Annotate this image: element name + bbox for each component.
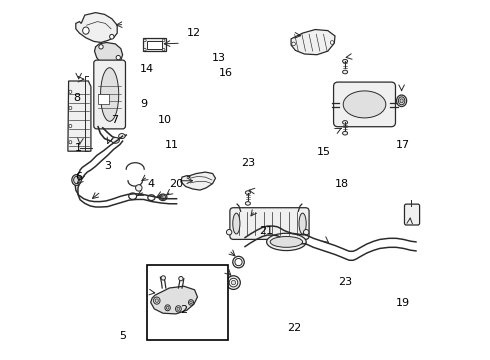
Text: 16: 16 — [220, 68, 233, 78]
Polygon shape — [144, 38, 166, 51]
Text: 4: 4 — [147, 179, 154, 189]
Ellipse shape — [69, 90, 72, 94]
Ellipse shape — [299, 213, 306, 234]
Text: 10: 10 — [158, 114, 172, 125]
Polygon shape — [68, 81, 91, 151]
Ellipse shape — [330, 41, 334, 44]
Ellipse shape — [189, 300, 194, 305]
Ellipse shape — [111, 138, 120, 143]
Text: 18: 18 — [334, 179, 348, 189]
Ellipse shape — [343, 91, 386, 118]
FancyBboxPatch shape — [334, 82, 395, 127]
Ellipse shape — [177, 307, 180, 310]
Ellipse shape — [153, 297, 160, 304]
Ellipse shape — [343, 70, 347, 74]
Ellipse shape — [267, 233, 306, 251]
Text: 14: 14 — [140, 64, 154, 74]
Text: 20: 20 — [169, 179, 183, 189]
Ellipse shape — [227, 276, 240, 289]
FancyBboxPatch shape — [230, 208, 309, 239]
Ellipse shape — [72, 175, 81, 185]
Ellipse shape — [165, 305, 171, 311]
Text: 13: 13 — [212, 53, 226, 63]
Ellipse shape — [69, 140, 72, 144]
Ellipse shape — [303, 230, 309, 235]
Ellipse shape — [175, 306, 181, 312]
FancyBboxPatch shape — [94, 60, 125, 129]
Ellipse shape — [229, 278, 238, 287]
Ellipse shape — [83, 27, 89, 34]
Ellipse shape — [99, 45, 103, 49]
Ellipse shape — [119, 134, 125, 139]
Text: 2: 2 — [180, 305, 187, 315]
Text: 21: 21 — [259, 226, 273, 236]
FancyBboxPatch shape — [404, 204, 419, 225]
Ellipse shape — [190, 301, 192, 304]
Ellipse shape — [226, 230, 232, 235]
Polygon shape — [291, 30, 335, 55]
Ellipse shape — [136, 185, 142, 191]
Ellipse shape — [343, 131, 347, 135]
Bar — [147, 41, 162, 49]
Ellipse shape — [69, 107, 72, 110]
Ellipse shape — [179, 276, 183, 281]
Ellipse shape — [343, 121, 347, 124]
Text: 5: 5 — [119, 330, 126, 341]
Ellipse shape — [245, 191, 250, 194]
Text: 19: 19 — [395, 298, 410, 308]
Bar — [147, 265, 228, 340]
Ellipse shape — [144, 49, 146, 51]
Polygon shape — [151, 286, 197, 314]
Ellipse shape — [235, 258, 242, 266]
Text: 8: 8 — [73, 93, 80, 103]
Ellipse shape — [398, 97, 405, 105]
Text: 22: 22 — [288, 323, 302, 333]
Ellipse shape — [233, 213, 240, 234]
Text: 23: 23 — [241, 158, 255, 168]
Ellipse shape — [270, 237, 303, 247]
Text: 1: 1 — [75, 143, 82, 153]
Text: 23: 23 — [338, 276, 352, 287]
Text: 9: 9 — [140, 99, 147, 109]
Ellipse shape — [74, 176, 79, 184]
Polygon shape — [95, 42, 122, 66]
Text: 12: 12 — [187, 28, 201, 38]
Text: 15: 15 — [317, 147, 330, 157]
Ellipse shape — [343, 59, 347, 63]
Ellipse shape — [162, 39, 165, 41]
Ellipse shape — [233, 256, 245, 268]
Polygon shape — [181, 172, 216, 190]
Ellipse shape — [166, 306, 169, 309]
Ellipse shape — [292, 42, 295, 46]
Ellipse shape — [144, 39, 146, 41]
Ellipse shape — [396, 95, 407, 107]
Bar — [98, 94, 109, 104]
Ellipse shape — [116, 55, 121, 60]
Text: 6: 6 — [75, 172, 82, 182]
Text: 17: 17 — [395, 140, 410, 150]
Ellipse shape — [231, 280, 236, 285]
Ellipse shape — [400, 99, 403, 103]
Text: 7: 7 — [111, 114, 118, 125]
Polygon shape — [76, 13, 117, 42]
Ellipse shape — [245, 202, 250, 205]
Ellipse shape — [69, 124, 72, 128]
Ellipse shape — [162, 49, 165, 51]
Text: 11: 11 — [165, 140, 179, 150]
Ellipse shape — [161, 276, 166, 280]
Ellipse shape — [155, 299, 158, 302]
Ellipse shape — [100, 68, 119, 121]
Ellipse shape — [110, 34, 114, 39]
Text: 3: 3 — [104, 161, 111, 171]
